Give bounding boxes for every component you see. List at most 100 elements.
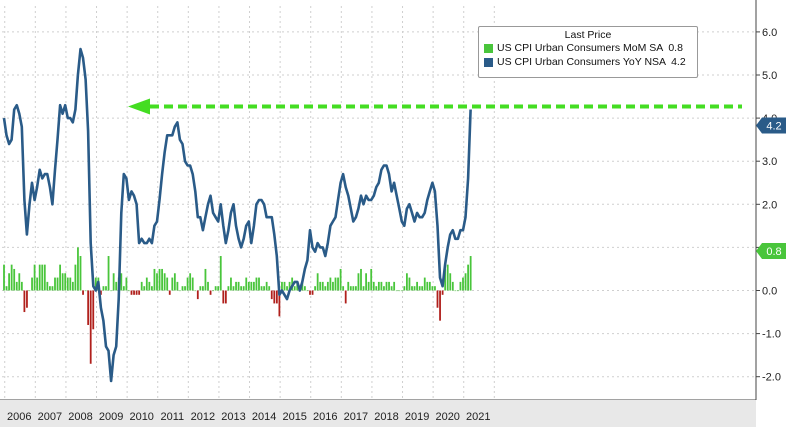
mom-bar: [235, 281, 237, 291]
mom-bar: [439, 290, 441, 321]
mom-bar: [153, 268, 156, 291]
last-value-text: 0.8: [766, 246, 781, 258]
mom-bar: [441, 290, 444, 295]
mom-bar: [250, 281, 253, 291]
mom-bar: [112, 273, 115, 291]
mom-bar: [245, 277, 248, 291]
mom-bar: [240, 286, 243, 291]
x-tick-label: 2017: [344, 411, 368, 423]
x-tick-label: 2015: [282, 411, 306, 423]
mom-bar: [273, 290, 276, 304]
mom-bar: [385, 281, 388, 291]
mom-bar: [265, 281, 268, 291]
mom-bar: [309, 290, 311, 295]
mom-bar: [304, 286, 306, 291]
mom-bar: [49, 286, 51, 291]
mom-bar: [306, 290, 309, 292]
mom-bar: [13, 268, 16, 291]
x-tick-label: 2013: [221, 411, 245, 423]
mom-bar: [28, 290, 31, 292]
x-tick-label: 2021: [466, 411, 490, 423]
mom-bar: [268, 286, 271, 291]
mom-bar: [125, 277, 128, 291]
mom-bar: [258, 277, 260, 291]
mom-bar: [173, 273, 176, 291]
legend-label-yoy: US CPI Urban Consumers YoY NSA: [497, 56, 667, 68]
mom-bar: [130, 290, 133, 295]
mom-bar: [69, 277, 72, 291]
x-tick-label: 2012: [191, 411, 215, 423]
mom-bar: [204, 268, 207, 291]
mom-bar: [10, 264, 13, 291]
mom-bar: [451, 281, 454, 291]
mom-bar: [168, 290, 171, 295]
legend-title: Last Price: [564, 29, 612, 41]
mom-bar: [66, 277, 69, 291]
x-axis-band: [0, 400, 756, 427]
mom-bar: [457, 290, 459, 292]
mom-bar: [87, 290, 90, 325]
mom-bar: [82, 290, 84, 295]
mom-bar: [275, 290, 278, 304]
mom-bar: [15, 281, 18, 291]
mom-bar: [84, 290, 87, 292]
mom-bar: [255, 277, 258, 291]
mom-bar: [135, 290, 138, 295]
mom-bar: [377, 281, 380, 291]
x-tick-label: 2006: [7, 411, 31, 423]
mom-bar: [375, 286, 378, 291]
legend-entry-mom: US CPI Urban Consumers MoM SA 0.8: [479, 41, 697, 55]
mom-bar: [355, 286, 357, 291]
mom-bar: [46, 281, 49, 291]
mom-bar: [342, 286, 345, 291]
mom-bar: [421, 286, 424, 291]
mom-bar: [36, 277, 39, 291]
mom-bar: [423, 277, 426, 291]
mom-bar: [18, 273, 21, 291]
mom-bar: [462, 277, 464, 291]
mom-bar: [158, 268, 161, 291]
mom-bar: [191, 277, 194, 291]
mom-bar: [181, 286, 184, 291]
mom-bar: [179, 290, 181, 292]
y-tick-label: 5.0: [762, 70, 777, 82]
mom-bar: [43, 264, 46, 291]
mom-bar: [199, 286, 202, 291]
mom-bar: [270, 290, 273, 300]
mom-bar: [8, 273, 10, 291]
mom-bar: [337, 277, 339, 291]
mom-bar: [321, 281, 324, 291]
mom-bar: [219, 256, 222, 291]
mom-bar: [431, 286, 434, 291]
y-tick-label: 3.0: [762, 156, 777, 168]
x-tick-labels: 2006 2007 2008 2009 2010 2011 2012 2013 2014 2015…: [7, 411, 490, 423]
mom-bar: [334, 277, 337, 291]
y-tick-label: 0.0: [762, 286, 777, 298]
mom-bar: [393, 281, 396, 291]
annotation-arrowhead: [128, 98, 150, 115]
yoy-line-group: [2, 47, 472, 383]
mom-bar: [352, 286, 355, 291]
mom-bar: [362, 286, 365, 291]
mom-bar: [3, 264, 5, 291]
mom-bar: [122, 286, 125, 291]
mom-bar: [31, 277, 33, 291]
x-tick-label: 2020: [435, 411, 459, 423]
mom-bar: [349, 286, 352, 291]
y-tick-label: 6.0: [762, 27, 777, 39]
legend-swatch-yoy: [484, 57, 493, 67]
mom-bar: [64, 273, 67, 291]
last-value-tag: [756, 117, 786, 134]
mom-bar: [347, 281, 350, 291]
mom-bar: [77, 247, 79, 291]
y-tick-label: 2.0: [762, 199, 777, 211]
mom-bar: [293, 286, 296, 291]
mom-bar: [176, 281, 179, 291]
mom-bar: [383, 286, 385, 291]
mom-bar: [133, 290, 135, 295]
mom-bar: [196, 290, 199, 300]
mom-bar: [469, 256, 472, 291]
legend-label-mom: US CPI Urban Consumers MoM SA: [497, 42, 664, 54]
mom-bar: [436, 290, 439, 308]
mom-bar: [380, 281, 383, 291]
